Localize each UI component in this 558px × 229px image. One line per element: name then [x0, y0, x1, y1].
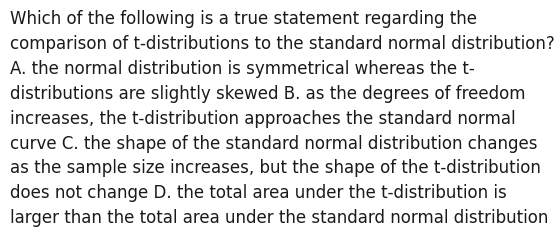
Text: does not change D. the total area under the t-distribution is: does not change D. the total area under …: [10, 183, 507, 201]
Text: increases, the t-distribution approaches the standard normal: increases, the t-distribution approaches…: [10, 109, 516, 127]
Text: distributions are slightly skewed B. as the degrees of freedom: distributions are slightly skewed B. as …: [10, 85, 526, 102]
Text: Which of the following is a true statement regarding the: Which of the following is a true stateme…: [10, 10, 477, 28]
Text: larger than the total area under the standard normal distribution: larger than the total area under the sta…: [10, 208, 549, 226]
Text: A. the normal distribution is symmetrical whereas the t-: A. the normal distribution is symmetrica…: [10, 60, 475, 78]
Text: as the sample size increases, but the shape of the t-distribution: as the sample size increases, but the sh…: [10, 159, 541, 177]
Text: curve C. the shape of the standard normal distribution changes: curve C. the shape of the standard norma…: [10, 134, 537, 152]
Text: comparison of t-distributions to the standard normal distribution?: comparison of t-distributions to the sta…: [10, 35, 555, 53]
